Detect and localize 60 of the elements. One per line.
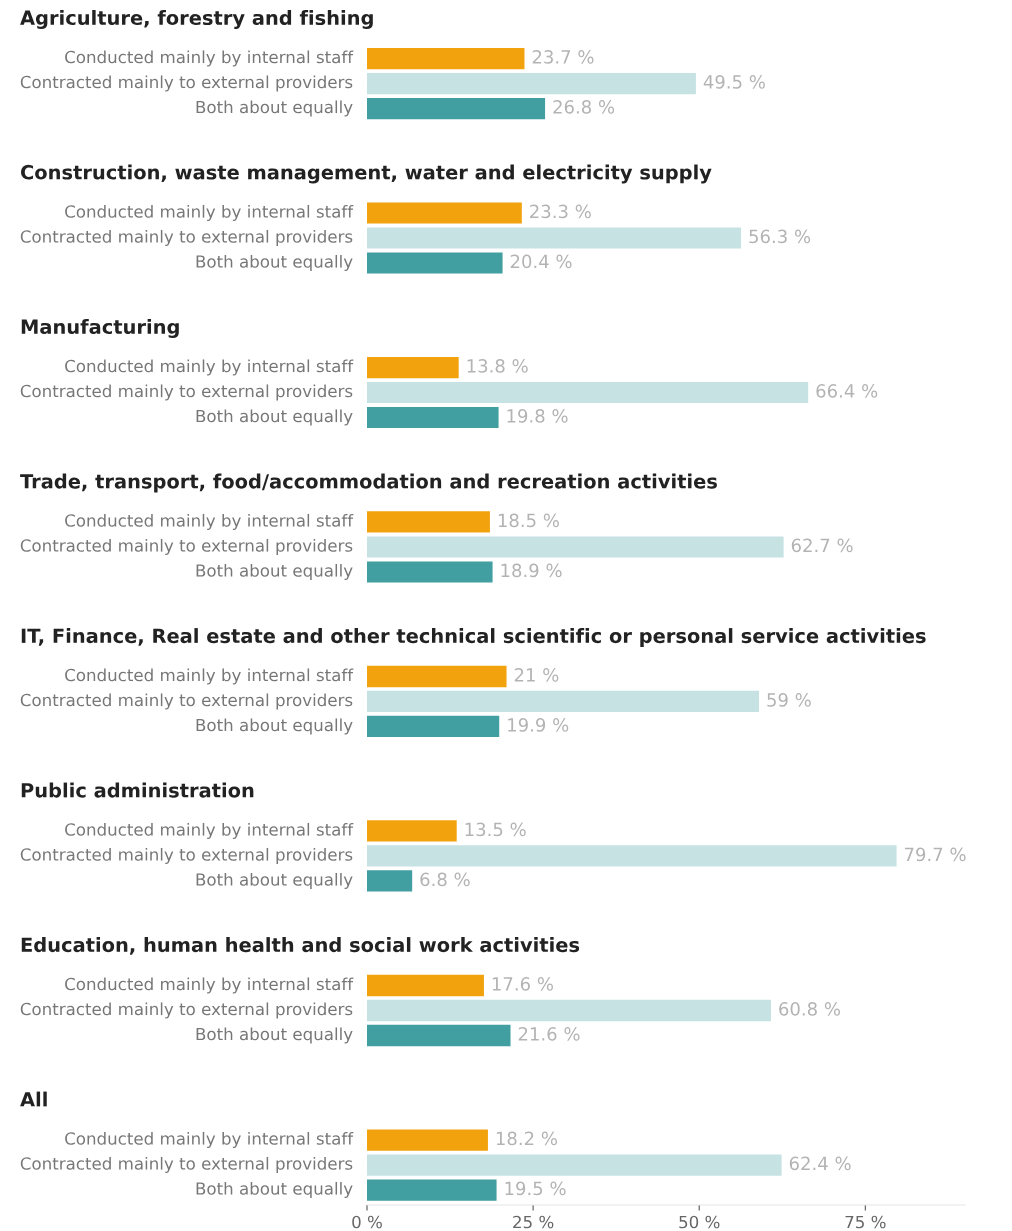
text: Conducted mainly by internal staff: [65, 359, 354, 376]
series-label: Contracted mainly to external providers: [20, 75, 353, 92]
data-label: 19.9 %: [508, 718, 569, 732]
y-tick-label: Education, human health and social work activities: [21, 937, 580, 955]
text: Conducted mainly by internal staff: [65, 977, 354, 994]
text: Conducted mainly by internal staff: [65, 1131, 354, 1149]
y-tick-label: Manufacturing: [21, 319, 179, 338]
series-label: Conducted mainly by internal staff: [65, 50, 354, 67]
data-label: 13.8 %: [467, 359, 528, 373]
text: Both about equally: [196, 1181, 353, 1199]
data-label: 23.3 %: [530, 204, 591, 219]
data-label: 49.5 %: [703, 75, 765, 89]
y-tick-label: All: [20, 1091, 47, 1107]
text: Both about equally: [196, 872, 353, 890]
data-label: 13.5 %: [465, 822, 526, 837]
data-label: 21.6 %: [518, 1027, 580, 1041]
data-label: 23.7 %: [532, 50, 594, 64]
text: Conducted mainly by internal staff: [65, 513, 354, 531]
text: Contracted mainly to external providers: [20, 538, 353, 556]
text: Both about equally: [196, 1027, 353, 1044]
data-label: 66.4 %: [816, 384, 878, 398]
text: Contracted mainly to external providers: [20, 1156, 353, 1174]
data-label: 20.4 %: [510, 254, 572, 269]
data-label: 17.6 %: [492, 977, 553, 991]
x-tick-label: 25 %: [513, 1215, 554, 1229]
data-label: 19.8 %: [507, 409, 568, 423]
text: Contracted mainly to external providers: [20, 384, 353, 401]
data-label: 19.5 %: [505, 1181, 566, 1196]
text: Both about equally: [196, 409, 353, 426]
data-label: 18.9 %: [501, 563, 562, 578]
data-label: 18.5 %: [498, 513, 559, 528]
data-label: 79.7 %: [904, 847, 966, 862]
data-label: 6.8 %: [420, 872, 470, 887]
x-tick-label: 0 %: [352, 1215, 382, 1229]
data-label: 59 %: [767, 693, 811, 707]
text: Both about equally: [196, 563, 353, 581]
text: Conducted mainly by internal staff: [65, 204, 354, 222]
text: Contracted mainly to external providers: [20, 847, 353, 865]
y-tick-label: Trade, transport, food/accommodation and recreation activities: [20, 473, 717, 493]
y-tick-label: Agriculture, forestry and fishing: [20, 10, 373, 29]
data-label: 18.2 %: [496, 1131, 557, 1146]
x-tick-label: 75 %: [845, 1215, 886, 1229]
data-label: 56.3 %: [749, 229, 811, 244]
y-tick-label: IT, Finance, Real estate and other technical scientific or personal service activities: [21, 628, 926, 647]
text: Both about equally: [196, 254, 353, 272]
data-label: 62.7 %: [791, 538, 853, 553]
text: Conducted mainly by internal staff: [65, 668, 354, 685]
y-tick-label: Public administration: [21, 782, 254, 798]
data-label: 21 %: [514, 668, 559, 682]
text: Both about equally: [196, 718, 353, 735]
data-label: 26.8 %: [553, 100, 615, 114]
data-label: 62.4 %: [789, 1156, 851, 1171]
text: Contracted mainly to external providers: [20, 693, 353, 710]
data-label: 60.8 %: [779, 1002, 841, 1016]
text: Conducted mainly by internal staff: [65, 822, 354, 840]
text: Contracted mainly to external providers: [20, 1002, 353, 1019]
text: Contracted mainly to external providers: [20, 229, 353, 247]
y-tick-label: Construction, waste management, water and electricity supply: [20, 164, 712, 184]
series-label: Both about equally: [196, 100, 353, 117]
x-tick-label: 50 %: [679, 1215, 720, 1229]
